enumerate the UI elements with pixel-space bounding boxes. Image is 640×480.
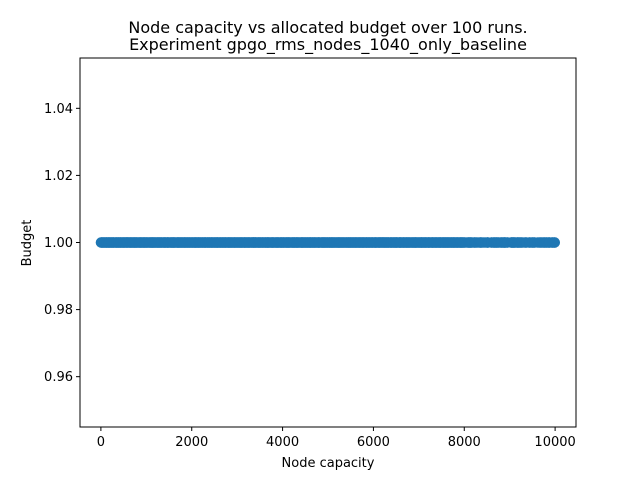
y-tick-label: 1.04 — [44, 102, 73, 117]
x-tick-label: 8000 — [448, 435, 481, 450]
y-tick-label: 0.96 — [44, 370, 73, 385]
y-tick-label: 0.98 — [44, 303, 73, 318]
data-points — [95, 237, 560, 248]
data-point — [549, 237, 560, 248]
y-axis-ticks: 0.96 0.98 1.00 1.02 1.04 — [44, 102, 80, 385]
x-tick-label: 4000 — [266, 435, 299, 450]
y-tick-label: 1.00 — [44, 236, 73, 251]
x-tick-label: 6000 — [357, 435, 390, 450]
x-tick-label: 0 — [97, 435, 105, 450]
x-axis-ticks: 0 2000 4000 6000 8000 10000 — [97, 427, 576, 450]
chart-title-line1: Node capacity vs allocated budget over 1… — [128, 18, 527, 37]
y-axis-label: Budget — [20, 220, 35, 267]
x-tick-label: 2000 — [175, 435, 208, 450]
x-axis-label: Node capacity — [282, 456, 375, 471]
y-tick-label: 1.02 — [44, 169, 73, 184]
chart-title-line2: Experiment gpgo_rms_nodes_1040_only_base… — [129, 35, 527, 55]
x-tick-label: 10000 — [534, 435, 575, 450]
